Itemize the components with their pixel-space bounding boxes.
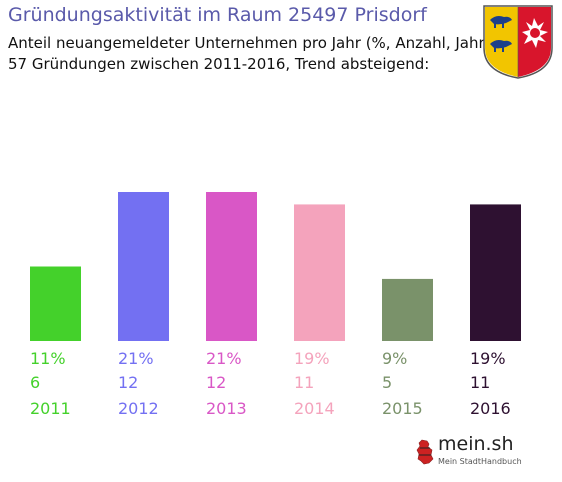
brand-logo: mein.sh Mein StadtHandbuch: [416, 433, 528, 473]
chart-subtitle-line-2: 57 Gründungen zwischen 2011-2016, Trend …: [8, 55, 430, 73]
bar-2013: [206, 192, 257, 341]
brand-name: mein.sh: [438, 433, 514, 455]
percent-label-2015: 9%: [382, 349, 407, 368]
brand-tagline: Mein StadtHandbuch: [438, 457, 522, 466]
year-label-2015: 2015: [382, 399, 423, 418]
chart-subtitle-line-1: Anteil neuangemeldeter Unternehmen pro J…: [8, 34, 491, 52]
bar-2015: [382, 278, 433, 341]
count-label-2016: 11: [470, 373, 490, 392]
count-label-2013: 12: [206, 373, 226, 392]
schleswig-holstein-coat-of-arms-icon: [483, 5, 553, 79]
germany-map-icon: [416, 439, 434, 465]
count-label-2012: 12: [118, 373, 138, 392]
count-label-2015: 5: [382, 373, 392, 392]
chart-title: Gründungsaktivität im Raum 25497 Prisdor…: [8, 4, 427, 26]
percent-label-2013: 21%: [206, 349, 242, 368]
percent-label-2011: 11%: [30, 349, 66, 368]
count-label-2014: 11: [294, 373, 314, 392]
bar-2014: [294, 204, 345, 341]
percent-label-2016: 19%: [470, 349, 506, 368]
count-label-2011: 6: [30, 373, 40, 392]
year-label-2012: 2012: [118, 399, 159, 418]
percent-label-2012: 21%: [118, 349, 154, 368]
year-label-2011: 2011: [30, 399, 71, 418]
year-label-2013: 2013: [206, 399, 247, 418]
year-label-2014: 2014: [294, 399, 335, 418]
percent-label-2014: 19%: [294, 349, 330, 368]
bar-2012: [118, 192, 169, 341]
bar-2016: [470, 204, 521, 341]
year-label-2016: 2016: [470, 399, 511, 418]
bar-2011: [30, 266, 81, 341]
